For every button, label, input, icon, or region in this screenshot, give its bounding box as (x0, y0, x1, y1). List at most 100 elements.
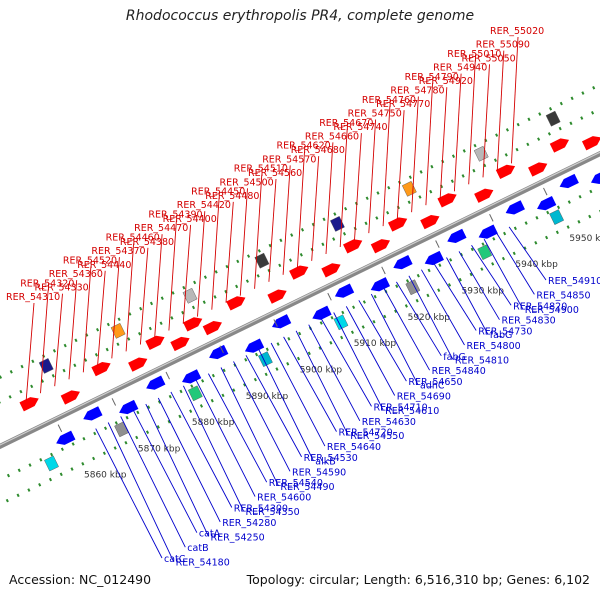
forward-gene-label: RER_54780 (390, 86, 444, 97)
reverse-gene-arrow (146, 375, 166, 390)
reverse-gene-label: catA (199, 529, 221, 540)
forward-gene-leader (168, 220, 177, 331)
kbp-tick-mark (57, 424, 63, 433)
forward-gene-leader (197, 211, 206, 317)
kbp-tick-mark (327, 292, 332, 301)
reverse-gene-label: fabG (490, 330, 513, 341)
forward-gene-arrow (437, 193, 457, 208)
forward-gene-arrow (495, 164, 516, 179)
guide-row-2 (0, 87, 600, 441)
reverse-gene-leader (245, 355, 302, 458)
kbp-tick-mark (489, 213, 494, 222)
reverse-gene-leader (508, 226, 547, 281)
reverse-gene-leader (421, 269, 465, 346)
reverse-gene-leader (370, 293, 419, 385)
forward-gene-leader (82, 266, 92, 373)
reverse-gene-label: RER_54530 (304, 453, 358, 464)
forward-gene-leader (25, 302, 35, 401)
forward-gene-label: RER_54400 (163, 214, 217, 225)
forward-gene-label: RER_54460 (106, 233, 160, 244)
kbp-tick-mark (165, 371, 170, 380)
reverse-gene-label: RER_54590 (292, 467, 346, 478)
reverse-gene-arrow (83, 406, 103, 421)
kbp-tick-label: 5900 kbp (300, 365, 343, 375)
forward-gene-leader (54, 293, 63, 387)
reverse-gene-arrow (447, 228, 467, 243)
forward-gene-label: RER_54330 (35, 283, 89, 294)
forward-gene-leader (382, 105, 391, 227)
reverse-gene-leader (320, 318, 372, 407)
forward-gene-label: RER_54390 (148, 210, 202, 221)
forward-gene-label: RER_54740 (333, 122, 387, 133)
forward-gene-arrow (321, 263, 341, 278)
guide-row-3 (0, 150, 600, 504)
reverse-gene-arrow (370, 277, 391, 292)
reverse-gene-leader (258, 348, 314, 461)
reverse-gene-leader (132, 409, 198, 533)
reverse-gene-leader (496, 232, 535, 295)
forward-gene-arrow (387, 217, 408, 232)
reverse-gene-leader (383, 287, 430, 371)
gene-feature-tile (330, 216, 345, 232)
reverse-gene-label: RER_54900 (525, 305, 579, 316)
gene-feature-tile (401, 180, 417, 197)
forward-gene-label: RER_54380 (120, 237, 174, 248)
reverse-gene-label: RER_54820 (513, 301, 567, 312)
kbp-tick-label: 5910 kbp (354, 339, 397, 349)
reverse-gene-arrow (559, 173, 579, 189)
reverse-gene-leader (195, 379, 256, 497)
reverse-gene-label: RER_54280 (222, 518, 276, 529)
forward-gene-leader (496, 50, 505, 171)
forward-gene-leader (111, 257, 120, 359)
forward-gene-leader (511, 36, 519, 164)
reverse-gene-label: RER_54730 (478, 327, 532, 338)
kbp-tick-label: 5950 kbp (569, 234, 600, 244)
genome-title: Rhodococcus erythropolis PR4, complete g… (125, 8, 475, 24)
forward-gene-label: RER_54440 (77, 260, 131, 271)
forward-gene-leader (468, 59, 476, 185)
kbp-tick-mark (219, 345, 224, 354)
kbp-tick-label: 5870 kbp (138, 444, 181, 454)
accession-text: Accession: NC_012490 (9, 572, 152, 587)
topology-text: Topology: circular; Length: 6,516,310 bp… (246, 572, 590, 587)
reverse-gene-leader (270, 342, 326, 447)
forward-gene-label: RER_54360 (49, 269, 103, 280)
forward-gene-arrow (170, 336, 190, 352)
forward-gene-leader (411, 96, 419, 213)
reverse-gene-label: RER_54550 (350, 431, 404, 442)
forward-gene-leader (368, 119, 377, 234)
forward-gene-arrow (474, 188, 494, 203)
reverse-gene-leader (95, 428, 163, 559)
reverse-gene-arrow (334, 283, 355, 298)
guide-row-4 (0, 170, 600, 524)
reverse-gene-label: RER_54350 (246, 507, 300, 518)
forward-gene-leader (182, 224, 192, 324)
forward-gene-arrow (91, 362, 111, 377)
reverse-gene-leader (295, 330, 349, 436)
forward-gene-label: RER_54760 (362, 95, 416, 106)
forward-gene-label: RER_54520 (63, 255, 117, 266)
forward-gene-label: RER_54310 (6, 292, 60, 303)
kbp-tick-label: 5920 kbp (408, 313, 451, 323)
forward-gene-leader (296, 151, 305, 268)
gene-feature-tile (187, 385, 203, 402)
forward-gene-leader (425, 82, 434, 206)
reverse-gene-label: RER_54600 (257, 493, 311, 504)
reverse-gene-arrow (393, 255, 413, 270)
reverse-gene-arrow (244, 338, 265, 353)
reverse-gene-arrow (478, 224, 498, 239)
gene-feature-tile (473, 145, 489, 162)
gene-feature-tile (549, 209, 565, 225)
forward-gene-arrow (128, 357, 148, 372)
reverse-gene-label: catC (164, 554, 186, 565)
forward-gene-arrow (581, 136, 600, 151)
reverse-gene-label: RER_54250 (211, 532, 265, 543)
kbp-tick-label: 5890 kbp (246, 392, 289, 402)
gene-feature-tile (38, 358, 54, 374)
reverse-gene-arrow (590, 169, 600, 184)
forward-gene-arrow (60, 390, 80, 405)
gene-feature-tile (44, 455, 59, 472)
reverse-gene-label: RER_54650 (408, 377, 462, 388)
reverse-gene-leader (120, 416, 186, 548)
genome-backbone (0, 122, 600, 478)
